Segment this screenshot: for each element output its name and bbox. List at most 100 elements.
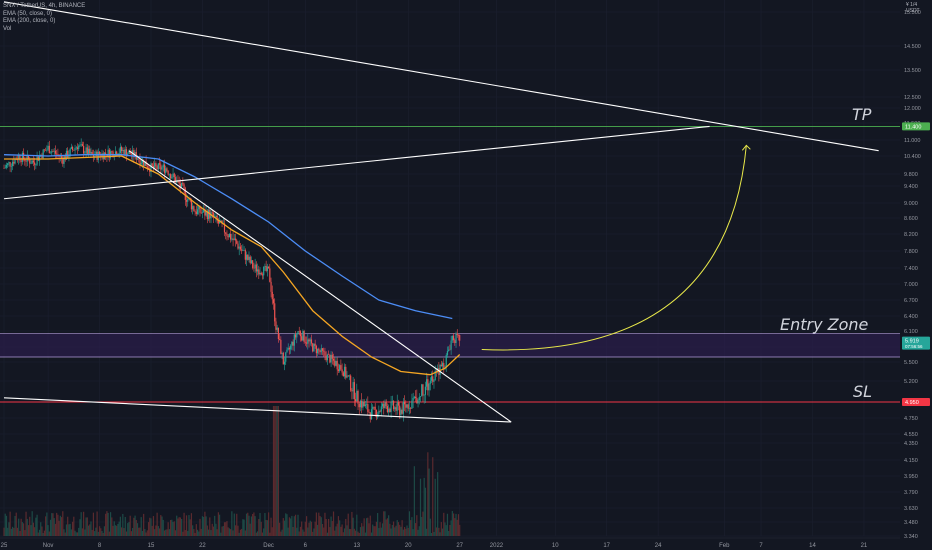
- volume-bar: [330, 516, 332, 536]
- price-axis[interactable]: 15.50014.50013.50012.50012.00011.50011.0…: [900, 0, 932, 550]
- candle: [418, 396, 420, 401]
- level-lines: [0, 125, 900, 403]
- indicator-ema50[interactable]: EMA (50, close, 0): [3, 10, 53, 17]
- candle: [185, 200, 188, 202]
- candle: [199, 205, 201, 213]
- volume-bar: [282, 518, 284, 536]
- candle: [138, 158, 140, 160]
- candle: [152, 165, 155, 168]
- volume-bar: [428, 468, 430, 536]
- indicator-ema200[interactable]: EMA (200, close, 0): [3, 18, 56, 24]
- volume-bar: [342, 532, 344, 536]
- currency-selector[interactable]: ¥ 1/4 USDT: [906, 2, 920, 14]
- volume-bar: [281, 529, 283, 536]
- candle: [274, 303, 276, 322]
- time-axis[interactable]: 25 Nov 8 15 22 Dec 6 13 20 27 2022 10 17 24 Feb 7 14 21: [0, 537, 900, 549]
- volume-bar: [343, 528, 346, 536]
- volume-bar: [308, 522, 310, 536]
- candle: [190, 200, 193, 210]
- candle: [329, 354, 331, 363]
- candle: [271, 291, 273, 300]
- candle: [332, 358, 335, 361]
- volume-bar: [430, 532, 433, 536]
- volume-bar: [90, 521, 92, 536]
- volume-bar: [198, 531, 200, 536]
- candle: [354, 399, 357, 402]
- candle: [250, 260, 253, 264]
- candle: [19, 155, 21, 161]
- candle: [390, 401, 392, 412]
- volume-bar: [221, 526, 223, 536]
- volume-bar: [193, 529, 195, 536]
- volume-bar: [204, 511, 206, 536]
- candle: [87, 148, 90, 155]
- volume-bar: [395, 525, 397, 536]
- volume-bar: [266, 520, 268, 536]
- volume-bar: [226, 521, 228, 536]
- volume-bar: [111, 517, 113, 536]
- volume-bar: [261, 532, 264, 536]
- y-tick-label: 15.500: [904, 10, 921, 16]
- candle: [114, 151, 117, 157]
- y-tick-label: 7.400: [904, 266, 918, 272]
- candle: [233, 238, 235, 240]
- volume-bar: [397, 522, 400, 536]
- candle: [150, 163, 152, 172]
- projection-arrowhead: [741, 144, 751, 151]
- volume-bar: [116, 525, 118, 536]
- candle: [449, 349, 451, 351]
- y-tick-label: 4.750: [904, 416, 918, 422]
- volume-bar: [43, 530, 46, 536]
- candle: [290, 345, 292, 350]
- volume-bar: [375, 521, 377, 536]
- candle: [296, 333, 298, 338]
- candle: [430, 376, 433, 381]
- symbol-title[interactable]: SNX / TetherUS, 4h, BINANCE: [3, 3, 86, 9]
- volume-bar: [201, 516, 204, 536]
- volume-bar: [73, 516, 75, 536]
- candle: [206, 211, 208, 220]
- candle: [401, 409, 403, 414]
- candle: [406, 404, 408, 408]
- volume-bar: [97, 531, 99, 536]
- volume-bar: [65, 524, 68, 536]
- candle: [424, 386, 426, 395]
- volume-bar: [78, 527, 80, 536]
- volume-bar: [252, 513, 254, 536]
- volume-bar: [363, 518, 365, 536]
- volume-bar: [103, 526, 106, 536]
- candle: [426, 379, 428, 387]
- volume-bar: [234, 525, 237, 536]
- volume-bar: [177, 518, 179, 536]
- x-tick-label: Dec: [263, 543, 274, 549]
- volume-bar: [36, 514, 38, 536]
- candle: [25, 161, 27, 162]
- candle: [303, 331, 305, 342]
- indicator-volume[interactable]: Vol: [3, 25, 12, 32]
- volume-bar: [195, 524, 197, 536]
- volume-bar: [258, 519, 260, 536]
- candle: [374, 406, 376, 410]
- candle: [423, 394, 425, 396]
- candle: [145, 161, 147, 167]
- candle: [325, 355, 327, 361]
- volume-bar: [391, 524, 393, 536]
- candle: [378, 411, 380, 414]
- projection-arrow[interactable]: [481, 144, 751, 351]
- volume-bar: [69, 523, 71, 536]
- volume-bar: [429, 518, 431, 536]
- volume-bar: [253, 512, 255, 536]
- volume-bar: [24, 530, 26, 536]
- candle: [260, 272, 262, 275]
- volume-bar: [179, 517, 181, 536]
- trendlines[interactable]: [3, 1, 879, 423]
- volume-bar: [385, 519, 387, 536]
- volume-bar: [181, 518, 183, 536]
- candle: [277, 327, 279, 340]
- x-tick-label: 10: [552, 543, 559, 549]
- candle: [292, 341, 294, 346]
- volume-bar: [161, 516, 163, 536]
- volume-bar: [347, 513, 349, 536]
